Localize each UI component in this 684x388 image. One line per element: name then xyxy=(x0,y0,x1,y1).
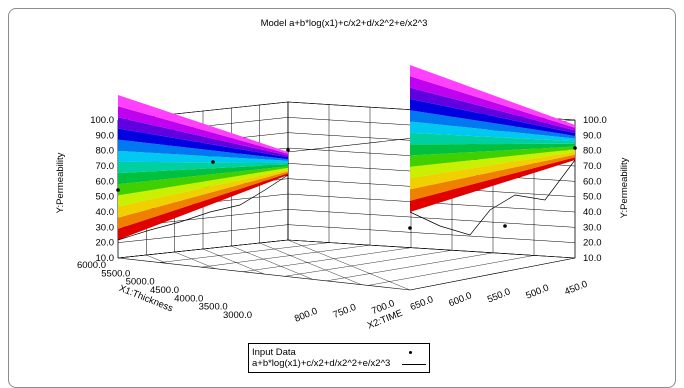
x1-tick-label: 5000.0 xyxy=(126,277,155,288)
x2-tick-label: 750.0 xyxy=(332,302,358,321)
right-surface-edge xyxy=(409,159,576,236)
y-tick-label-left: 70.0 xyxy=(96,161,115,172)
y-tick-label-left: 80.0 xyxy=(96,146,115,157)
legend-label-input-data: Input Data xyxy=(252,347,296,358)
left-surface-edge xyxy=(117,174,289,241)
x1-tick-label: 5500.0 xyxy=(101,268,130,279)
legend-line-marker xyxy=(402,364,426,365)
x1-tick-label: 3500.0 xyxy=(199,302,228,313)
left-surface-patch-band xyxy=(118,139,288,161)
input-data-point xyxy=(408,226,412,230)
grid-line-floor-x2 xyxy=(326,252,494,282)
right-surface-patch-band xyxy=(410,98,575,136)
grid-line-right-wall xyxy=(287,209,576,228)
x1-tick-label: 3000.0 xyxy=(223,310,252,321)
x2-tick-label: 800.0 xyxy=(293,306,319,325)
legend-item-input-data: Input Data xyxy=(252,347,412,359)
grid-line-floor-x2 xyxy=(409,257,576,291)
legend: Input Data a+b*log(x1)+c/x2+d/x2^2+e/x2^… xyxy=(248,343,430,373)
x2-tick-label: 450.0 xyxy=(563,279,589,298)
y-tick-label-left: 50.0 xyxy=(96,192,115,203)
input-data-point xyxy=(116,188,120,192)
grid-line-floor-x2 xyxy=(201,244,371,268)
left-surface-patch-band xyxy=(118,167,288,207)
x1-tick-label: 6000.0 xyxy=(77,260,106,271)
grid-line-floor-x2 xyxy=(117,239,289,259)
right-surface-patch-band xyxy=(410,143,575,156)
y-tick-label-right: 40.0 xyxy=(583,207,602,218)
right-surface-patch-band xyxy=(410,76,575,131)
input-data-point xyxy=(573,146,577,150)
grid-line-floor-x2 xyxy=(159,242,330,263)
x2-tick-label: 650.0 xyxy=(409,294,435,313)
left-surface-patch-band xyxy=(118,128,288,160)
grid-line-right-wall xyxy=(287,224,576,243)
right-surface-patch-band xyxy=(410,157,575,212)
y-tick-label-right: 80.0 xyxy=(583,146,602,157)
input-data-point xyxy=(286,148,290,152)
x1-tick-label: 4000.0 xyxy=(174,293,203,304)
right-surface-patch-band xyxy=(410,151,575,190)
left-surface-patch-band xyxy=(118,150,288,163)
left-surface-patch-band xyxy=(118,173,288,240)
grid-line-right-wall xyxy=(287,239,576,259)
right-surface-patch-band xyxy=(410,121,575,142)
grid-line-floor-x1 xyxy=(202,248,265,275)
right-surface-patch-band xyxy=(410,149,575,179)
grid-line-floor-x1 xyxy=(231,245,313,280)
left-surface-patch-band xyxy=(118,95,288,154)
y-tick-label-right: 30.0 xyxy=(583,222,602,233)
grid-line-floor-x1 xyxy=(174,251,216,269)
y-axis-label-left: Y:Permeability xyxy=(55,152,66,213)
input-data-point xyxy=(503,224,507,228)
left-surface-patch-band xyxy=(118,106,288,156)
y-tick-label-right: 20.0 xyxy=(583,238,602,249)
right-surface-patch-band xyxy=(410,154,575,201)
y-axis-label-right: Y:Permeability xyxy=(619,157,630,218)
chart-window: 10.0 10.0 20.0 20.0 30.0 30.0 40.0 40.0 50.0 50.0… xyxy=(8,8,676,388)
left-surface-patch-band xyxy=(118,171,288,229)
left-surface-patch-band xyxy=(118,164,288,185)
surface xyxy=(117,65,576,241)
y-tick-label-right: 10.0 xyxy=(583,253,602,264)
y-tick-label-right: 90.0 xyxy=(583,130,602,141)
y-tick-label-right: 60.0 xyxy=(583,176,602,187)
y-tick-label-left: 30.0 xyxy=(96,222,115,233)
y-tick-label-left: 60.0 xyxy=(96,176,115,187)
y-tick-label-left: 40.0 xyxy=(96,207,115,218)
right-surface-patch-band xyxy=(410,87,575,134)
grid-line-floor-x2 xyxy=(284,250,453,277)
legend-dot-marker xyxy=(409,351,412,354)
left-surface-patch-band xyxy=(118,117,288,158)
left-surface-patch-band xyxy=(118,169,288,218)
x1-tick-label: 4500.0 xyxy=(150,285,179,296)
x2-tick-label: 600.0 xyxy=(447,290,473,309)
legend-item-model: a+b*log(x1)+c/x2+d/x2^2+e/x2^3 xyxy=(252,358,426,370)
grid-line-floor-x1 xyxy=(146,254,167,264)
legend-label-model: a+b*log(x1)+c/x2+d/x2^2+e/x2^3 xyxy=(252,358,391,369)
x2-tick-label: 550.0 xyxy=(486,286,512,305)
grid-line-floor-x2 xyxy=(368,255,535,286)
right-surface-patch-band xyxy=(410,132,575,145)
y-tick-label-left: 20.0 xyxy=(96,238,115,249)
surface-chart: 10.0 10.0 20.0 20.0 30.0 30.0 40.0 40.0 50.0 50.0… xyxy=(55,18,630,332)
right-surface-patch-band xyxy=(410,65,575,128)
x2-tick-label: 500.0 xyxy=(524,283,550,302)
chart-title: Model a+b*log(x1)+c/x2+d/x2^2+e/x2^3 xyxy=(261,18,428,29)
y-tick-label-left: 10.0 xyxy=(96,253,115,264)
y-tick-label-left: 100.0 xyxy=(90,115,114,126)
grid-line-floor-x2 xyxy=(243,247,412,272)
y-tick-label-right: 50.0 xyxy=(583,192,602,203)
right-surface-patch-band xyxy=(410,146,575,167)
right-surface-patch-band xyxy=(410,110,575,139)
left-surface-patch-band xyxy=(118,161,288,174)
data-points xyxy=(116,146,577,230)
input-data-point xyxy=(211,160,215,164)
y-tick-label-right: 100.0 xyxy=(583,115,607,126)
y-tick-label-left: 90.0 xyxy=(96,130,115,141)
y-tick-label-right: 70.0 xyxy=(583,161,602,172)
left-surface-patch-band xyxy=(118,166,288,196)
